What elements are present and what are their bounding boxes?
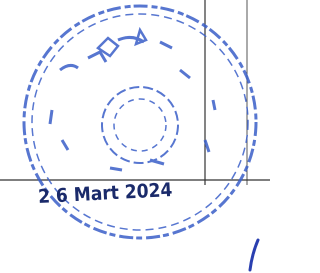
paper	[0, 0, 270, 273]
page: {"stamp": {"date": "2 6 Mart 2024"}} 2 6…	[0, 0, 270, 273]
scanned-document: 2 6 Mart 2024	[0, 0, 270, 273]
